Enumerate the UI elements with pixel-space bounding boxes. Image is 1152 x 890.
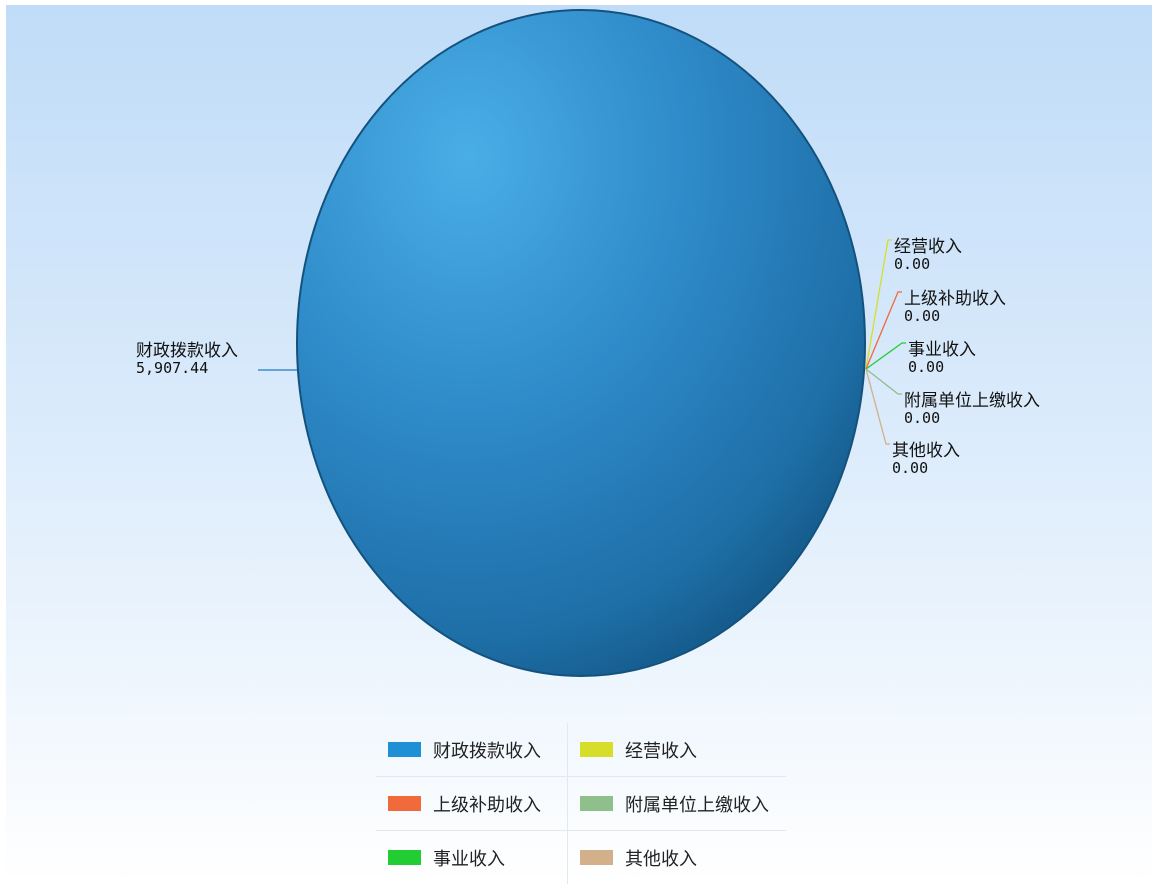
slice-value-其他收入: 0.00 [892, 459, 928, 477]
slice-value-经营收入: 0.00 [894, 255, 930, 273]
legend-item-事业收入[interactable]: 事业收入 [376, 831, 568, 884]
slice-label-经营收入: 经营收入 [894, 237, 962, 257]
slice-value-事业收入: 0.00 [908, 358, 944, 376]
legend-item-附属单位上缴收入[interactable]: 附属单位上缴收入 [568, 777, 786, 831]
slice-label-财政拨款收入: 财政拨款收入 [136, 341, 238, 361]
leader-line-经营收入 [865, 239, 892, 370]
legend-swatch [580, 742, 613, 757]
legend-swatch [388, 850, 421, 865]
leader-line-事业收入 [865, 342, 906, 370]
pie-slice-财政拨款收入[interactable] [296, 9, 866, 677]
slice-label-上级补助收入: 上级补助收入 [904, 289, 1006, 309]
slice-value-附属单位上缴收入: 0.00 [904, 409, 940, 427]
legend-label: 上级补助收入 [433, 794, 541, 816]
slice-label-附属单位上缴收入: 附属单位上缴收入 [904, 391, 1040, 411]
legend-swatch [388, 796, 421, 811]
legend-item-经营收入[interactable]: 经营收入 [568, 723, 786, 777]
leader-line-附属单位上缴收入 [865, 368, 902, 395]
legend-label: 其他收入 [625, 848, 697, 870]
legend-item-上级补助收入[interactable]: 上级补助收入 [376, 777, 568, 831]
legend-label: 事业收入 [433, 848, 505, 870]
legend-swatch [388, 742, 421, 757]
pie-chart: 财政拨款收入5,907.44经营收入0.00上级补助收入0.00附属单位上缴收入… [136, 9, 1040, 677]
slice-label-事业收入: 事业收入 [908, 340, 976, 360]
leader-line-上级补助收入 [865, 291, 902, 370]
legend-label: 财政拨款收入 [433, 740, 541, 762]
chart-panel: 财政拨款收入 5,907.44 经营收入 0.00 上级补助收入 0.00 附属单位上缴收入… [6, 5, 1152, 885]
leader-line-其他收入 [865, 368, 890, 445]
legend-item-财政拨款收入[interactable]: 财政拨款收入 [376, 723, 568, 777]
legend-label: 附属单位上缴收入 [625, 794, 769, 816]
slice-label-其他收入: 其他收入 [892, 441, 960, 461]
legend-label: 经营收入 [625, 740, 697, 762]
legend-swatch [580, 850, 613, 865]
legend-swatch [580, 796, 613, 811]
chart-legend: 财政拨款收入 经营收入 上级补助收入 附属单位上缴收入 事业收入 其他收入 [376, 723, 786, 884]
slice-value-财政拨款收入: 5,907.44 [136, 359, 208, 377]
legend-item-其他收入[interactable]: 其他收入 [568, 831, 786, 884]
slice-value-上级补助收入: 0.00 [904, 307, 940, 325]
